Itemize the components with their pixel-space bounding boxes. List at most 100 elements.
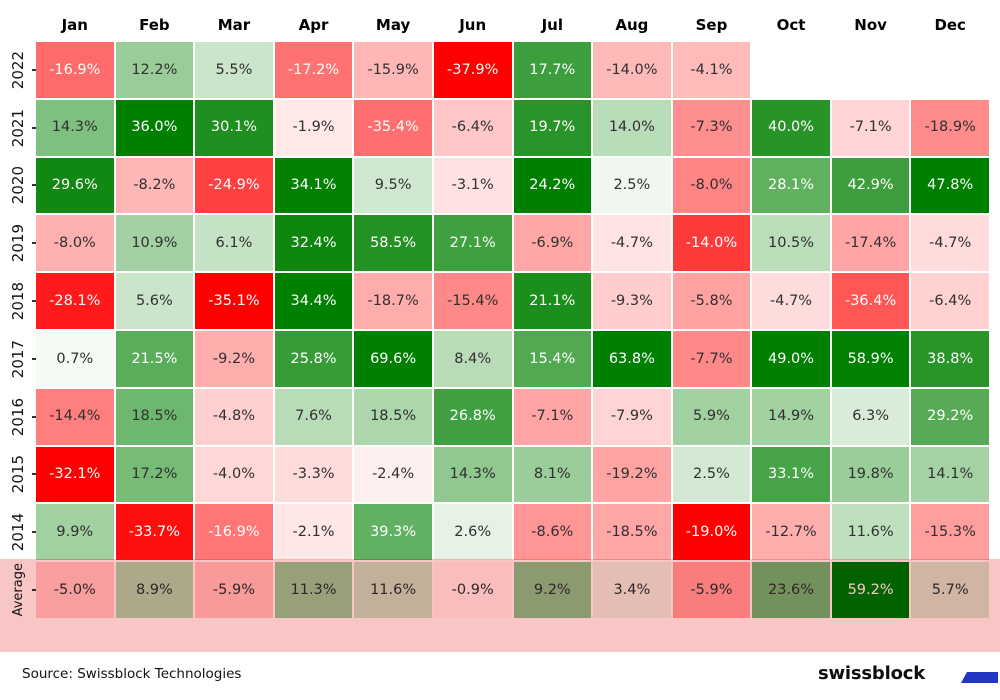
cell-2020-dec: 47.8% [911,157,989,214]
year-label-2017: 2017 [0,331,36,387]
cell-2014-feb: -33.7% [115,504,194,561]
cell-2021-apr: -1.9% [274,99,353,156]
month-header-dec: Dec [934,16,966,34]
cell-2018-may: -18.7% [354,273,432,329]
cell-2015-sep: 2.5% [672,446,751,503]
year-label-average: Average [0,562,36,618]
cell-2022-jun: -37.9% [433,42,512,98]
month-header-may: May [375,16,411,34]
cell-2016-feb: 18.5% [115,388,194,445]
cell-2016-jul: -7.1% [513,388,592,445]
cell-2021-jun: -6.4% [433,99,512,156]
cell-2015-dec: 14.1% [911,446,989,503]
cell-2018-oct: -4.7% [752,273,830,329]
cell-2022-nov [831,42,910,98]
axis-tick [32,242,36,245]
cell-2017-oct: 49.0% [752,330,830,387]
cell-2020-feb: -8.2% [115,157,194,214]
cell-2014-sep: -19.0% [672,504,751,561]
month-header-nov: Nov [854,16,887,34]
cell-2018-aug: -9.3% [593,273,671,329]
cell-2014-apr: -2.1% [274,504,353,561]
cell-2021-sep: -7.3% [672,99,751,156]
cell-2018-dec: -6.4% [911,273,989,329]
cell-2021-aug: 14.0% [593,99,671,156]
cell-2021-oct: 40.0% [752,99,830,156]
year-label-2021: 2021 [0,100,36,156]
cell-2022-mar: 5.5% [195,42,273,98]
month-header-jul: Jul [541,16,563,34]
cell-2018-jul: 21.1% [513,273,592,329]
cell-2015-jul: 8.1% [513,446,592,503]
axis-tick [32,357,36,360]
month-header-row: Jan Feb Mar Apr May Jun Jul Aug Sep Oct Nov Dec [36,12,989,38]
cell-average-jan: -5.0% [36,562,114,618]
month-header-jan: Jan [61,16,88,34]
cell-2015-aug: -19.2% [593,446,671,503]
cell-2019-sep: -14.0% [672,215,751,272]
cell-2020-sep: -8.0% [672,157,751,214]
cell-2015-jan: -32.1% [36,446,114,503]
cell-average-mar: -5.9% [195,562,273,618]
axis-tick [32,184,36,187]
year-label-2020: 2020 [0,158,36,214]
cell-2020-jan: 29.6% [36,157,114,214]
cell-2017-jan: 0.7% [36,330,114,387]
cell-2016-mar: -4.8% [195,388,273,445]
year-label-2014: 2014 [0,504,36,560]
heatmap-grid: -16.9% 12.2% 5.5% -17.2% -15.9% -37.9% 17.7% -1… [36,42,989,618]
cell-2022-oct [752,42,830,98]
cell-2021-jul: 19.7% [513,99,592,156]
cell-2014-aug: -18.5% [593,504,671,561]
cell-2018-jan: -28.1% [36,273,114,329]
cell-2017-jul: 15.4% [513,330,592,387]
month-header-oct: Oct [776,16,806,34]
cell-2020-apr: 34.1% [274,157,353,214]
year-label-2018: 2018 [0,273,36,329]
month-header-mar: Mar [217,16,251,34]
cell-2022-may: -15.9% [354,42,432,98]
cell-2020-jun: -3.1% [433,157,512,214]
cell-2021-mar: 30.1% [195,99,273,156]
cell-average-jul: 9.2% [513,562,592,618]
cell-2019-feb: 10.9% [115,215,194,272]
cell-2015-jun: 14.3% [433,446,512,503]
cell-average-feb: 8.9% [115,562,194,618]
cell-average-oct: 23.6% [752,562,830,618]
cell-2019-mar: 6.1% [195,215,273,272]
cell-2019-jun: 27.1% [433,215,512,272]
cell-2016-sep: 5.9% [672,388,751,445]
cell-2014-oct: -12.7% [752,504,830,561]
cell-2016-jan: -14.4% [36,388,114,445]
cell-2015-apr: -3.3% [274,446,353,503]
cell-2017-aug: 63.8% [593,330,671,387]
cell-2016-may: 18.5% [354,388,432,445]
cell-2016-nov: 6.3% [831,388,910,445]
cell-2021-may: -35.4% [354,99,432,156]
axis-tick [32,68,36,71]
swissblock-logo-dash-icon [961,672,998,683]
axis-tick [32,126,36,129]
axis-tick [32,300,36,303]
cell-average-dec: 5.7% [911,562,989,618]
year-label-2016: 2016 [0,389,36,445]
year-label-2022: 2022 [0,42,36,98]
month-header-aug: Aug [615,16,649,34]
cell-2015-mar: -4.0% [195,446,273,503]
cell-2017-may: 69.6% [354,330,432,387]
cell-2022-jan: -16.9% [36,42,114,98]
cell-2014-jun: 2.6% [433,504,512,561]
month-header-feb: Feb [139,16,170,34]
cell-average-sep: -5.9% [672,562,751,618]
cell-average-may: 11.6% [354,562,432,618]
cell-2020-oct: 28.1% [752,157,830,214]
cell-2017-sep: -7.7% [672,330,751,387]
cell-2019-aug: -4.7% [593,215,671,272]
cell-average-apr: 11.3% [274,562,353,618]
cell-2017-apr: 25.8% [274,330,353,387]
cell-2014-may: 39.3% [354,504,432,561]
cell-2015-may: -2.4% [354,446,432,503]
cell-2017-dec: 38.8% [911,330,989,387]
cell-2022-aug: -14.0% [593,42,671,98]
cell-2014-jan: 9.9% [36,504,114,561]
